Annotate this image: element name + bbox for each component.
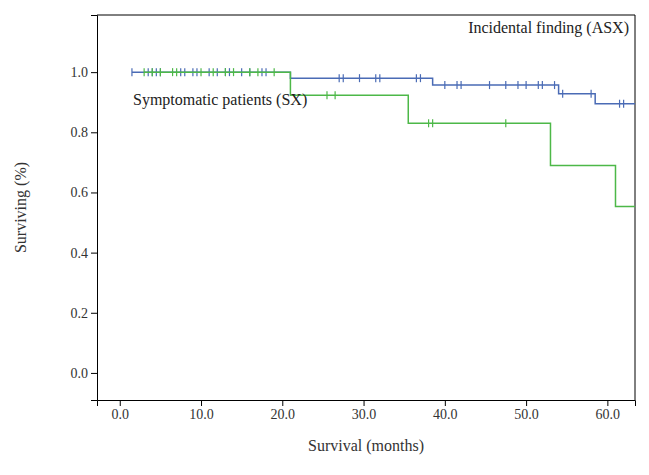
tick: 60.0 [596, 400, 621, 422]
tick-mark [120, 400, 121, 406]
tick-mark [91, 373, 97, 374]
censor-mark [172, 68, 173, 76]
censor-mark [379, 74, 380, 82]
y-axis-title: Surviving (%) [12, 162, 30, 253]
series-label: Incidental finding (ASX) [468, 19, 629, 37]
censor-mark [416, 74, 417, 82]
tick-mark [91, 72, 97, 73]
marks [132, 68, 635, 206]
tick-mark [91, 132, 97, 133]
censor-mark [562, 90, 563, 98]
censor-mark [257, 68, 258, 76]
x-axis: 0.0 10.0 20.0 30.0 40.0 50.0 60.0 [98, 400, 636, 422]
censor-mark [359, 74, 360, 82]
frame [97, 15, 635, 16]
series-label: Symptomatic patients (SX) [133, 91, 307, 109]
tick-label: 0.8 [71, 125, 89, 140]
censor-mark [420, 74, 421, 82]
censor-mark [339, 74, 340, 82]
tick: 0.0 [71, 366, 98, 381]
censor-mark [335, 91, 336, 99]
tick-mark [364, 400, 365, 406]
censor-mark [200, 68, 201, 76]
censor-mark [428, 119, 429, 127]
tick-mark [607, 400, 608, 406]
tick: 50.0 [514, 400, 539, 422]
censor-mark [249, 68, 250, 76]
tick-mark [91, 313, 97, 314]
censor-mark [456, 81, 457, 89]
y-axis: 0.0 0.2 0.4 0.6 0.8 1.0 [71, 16, 98, 401]
tick: 0.4 [71, 246, 98, 261]
censor-mark [489, 81, 490, 89]
tick-label: 50.0 [514, 407, 539, 422]
tick-label: 0.6 [71, 185, 89, 200]
censor-mark [326, 91, 327, 99]
tick: 0.6 [71, 185, 98, 200]
chart: 0.010.020.030.040.050.060.00.00.20.40.60… [0, 0, 649, 475]
censor-mark [225, 68, 226, 76]
censor-mark [591, 90, 592, 98]
tick: 1.0 [71, 65, 98, 80]
tick-label: 60.0 [596, 407, 621, 422]
x-axis-title: Survival (months) [308, 437, 424, 455]
censor-mark [131, 68, 132, 76]
censor-mark [542, 81, 543, 89]
censor-mark [176, 68, 177, 76]
axis-line [98, 401, 636, 407]
tick-label: 40.0 [433, 407, 458, 422]
tick-mark [526, 400, 527, 406]
tick-label: 0.4 [71, 246, 89, 261]
censor-mark [623, 100, 624, 108]
frame [635, 15, 636, 400]
censor-mark [517, 81, 518, 89]
tick-label: 30.0 [352, 407, 377, 422]
tick-mark [282, 400, 283, 406]
axis-line [91, 16, 98, 401]
censor-mark [375, 74, 376, 82]
tick-label: 20.0 [271, 407, 296, 422]
censor-mark [160, 68, 161, 76]
tick-mark [91, 192, 97, 193]
tick: 30.0 [352, 400, 377, 422]
censor-mark [343, 74, 344, 82]
tick-mark [91, 253, 97, 254]
tick-mark [445, 400, 446, 406]
censor-mark [233, 68, 234, 76]
censor-mark [505, 81, 506, 89]
tick-label: 0.0 [112, 407, 129, 422]
tick: 10.0 [189, 400, 214, 422]
tick: 0.0 [112, 400, 129, 422]
censor-mark [460, 81, 461, 89]
plot: 0.010.020.030.040.050.060.00.00.20.40.60… [71, 15, 636, 422]
censor-mark [213, 68, 214, 76]
censor-mark [432, 119, 433, 127]
tick-label: 0.2 [71, 306, 89, 321]
tick-label: 10.0 [189, 407, 214, 422]
censor-mark [538, 81, 539, 89]
censor-mark [144, 68, 145, 76]
censor-mark [505, 119, 506, 127]
censor-mark [152, 68, 153, 76]
tick: 40.0 [433, 400, 458, 422]
censor-mark [525, 81, 526, 89]
tick-mark [201, 400, 202, 406]
censor-mark [619, 100, 620, 108]
tick: 20.0 [271, 400, 296, 422]
tick-label: 1.0 [71, 65, 89, 80]
tick: 0.2 [71, 306, 98, 321]
censor-mark [274, 68, 275, 76]
censor-mark [554, 81, 555, 89]
tick: 0.8 [71, 125, 98, 140]
censor-mark [249, 68, 250, 76]
tick-label: 0.0 [71, 366, 89, 381]
censor-mark [152, 68, 153, 76]
censor-mark [160, 68, 161, 76]
censor-mark [444, 81, 445, 89]
censor-mark [225, 68, 226, 76]
